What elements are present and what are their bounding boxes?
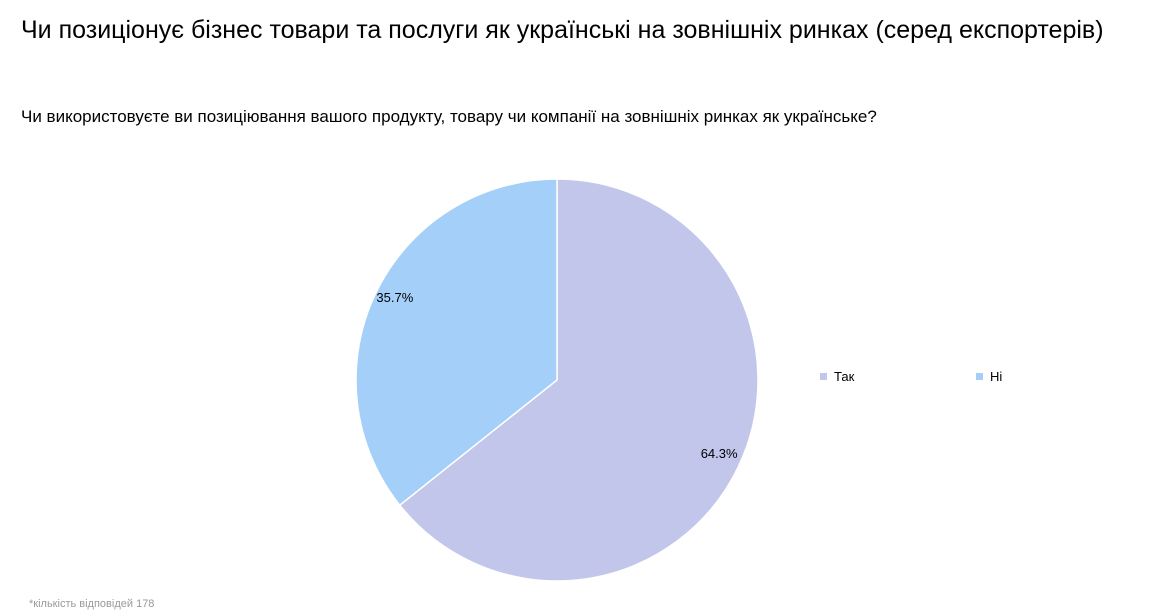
pie-data-label: 35.7% bbox=[376, 290, 413, 305]
pie-slice-ni[interactable] bbox=[355, 178, 558, 507]
chart-title: Чи позиціонує бізнес товари та послуги я… bbox=[21, 16, 1104, 44]
pie-slice-tak[interactable] bbox=[398, 178, 759, 582]
chart-subtitle: Чи використовуєте ви позиціювання вашого… bbox=[21, 107, 877, 126]
legend-item-ni[interactable]: Ні bbox=[976, 369, 1002, 384]
legend-label: Ні bbox=[990, 369, 1003, 384]
pie-data-label: 64.3% bbox=[701, 446, 738, 461]
footnote: *кількість відповідей 178 bbox=[29, 598, 155, 610]
legend-swatch bbox=[976, 373, 983, 380]
legend-swatch bbox=[820, 373, 827, 380]
legend-item-tak[interactable]: Так bbox=[820, 369, 854, 384]
legend-label: Так bbox=[834, 369, 855, 384]
